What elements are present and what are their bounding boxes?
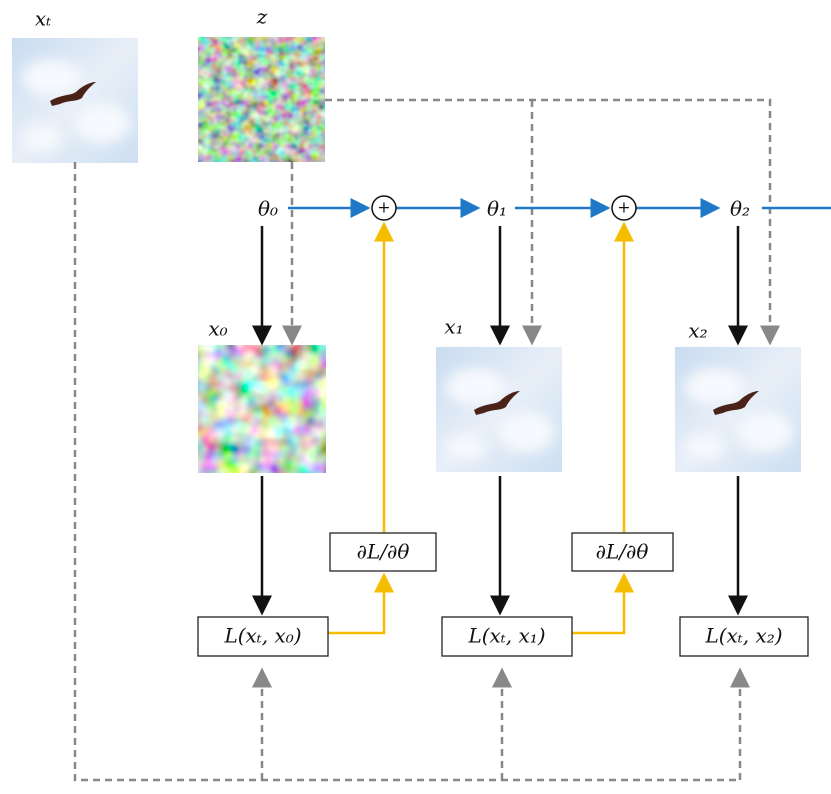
image-label: 𝑥ₜ <box>35 7 51 31</box>
loss-label: L(𝑥ₜ, 𝑥₀) <box>223 624 301 648</box>
sum-label: + <box>617 198 630 217</box>
generated-image <box>198 345 326 473</box>
gradient-label: ∂L/∂θ <box>357 540 410 564</box>
image-label: 𝑧 <box>256 5 268 29</box>
loss-label: L(𝑥ₜ, 𝑥₂) <box>704 624 782 648</box>
loss-label: L(𝑥ₜ, 𝑥₁) <box>467 624 545 648</box>
noise-link <box>325 100 770 343</box>
image-label: 𝑥₀ <box>208 317 227 341</box>
param-label: θ₂ <box>730 197 750 221</box>
sum-label: + <box>377 198 390 217</box>
image-label: 𝑥₁ <box>444 315 463 339</box>
target-link <box>75 162 740 780</box>
gradient-arrow <box>572 575 624 633</box>
image-label: 𝑥₂ <box>688 319 707 343</box>
gradient-label: ∂L/∂θ <box>596 540 649 564</box>
generated-image <box>436 347 562 472</box>
param-label: θ₀ <box>258 197 278 221</box>
target-image <box>12 38 138 163</box>
generated-image <box>675 347 801 472</box>
gradient-arrow <box>328 575 384 633</box>
param-label: θ₁ <box>487 197 507 221</box>
diagram: + + 𝑥ₜ 𝑧 𝑥₀ 𝑥₁ 𝑥₂ θ₀ θ₁ θ₂ ∂L/∂θ ∂L/∂θ L… <box>0 0 831 794</box>
noise-image <box>198 37 325 162</box>
